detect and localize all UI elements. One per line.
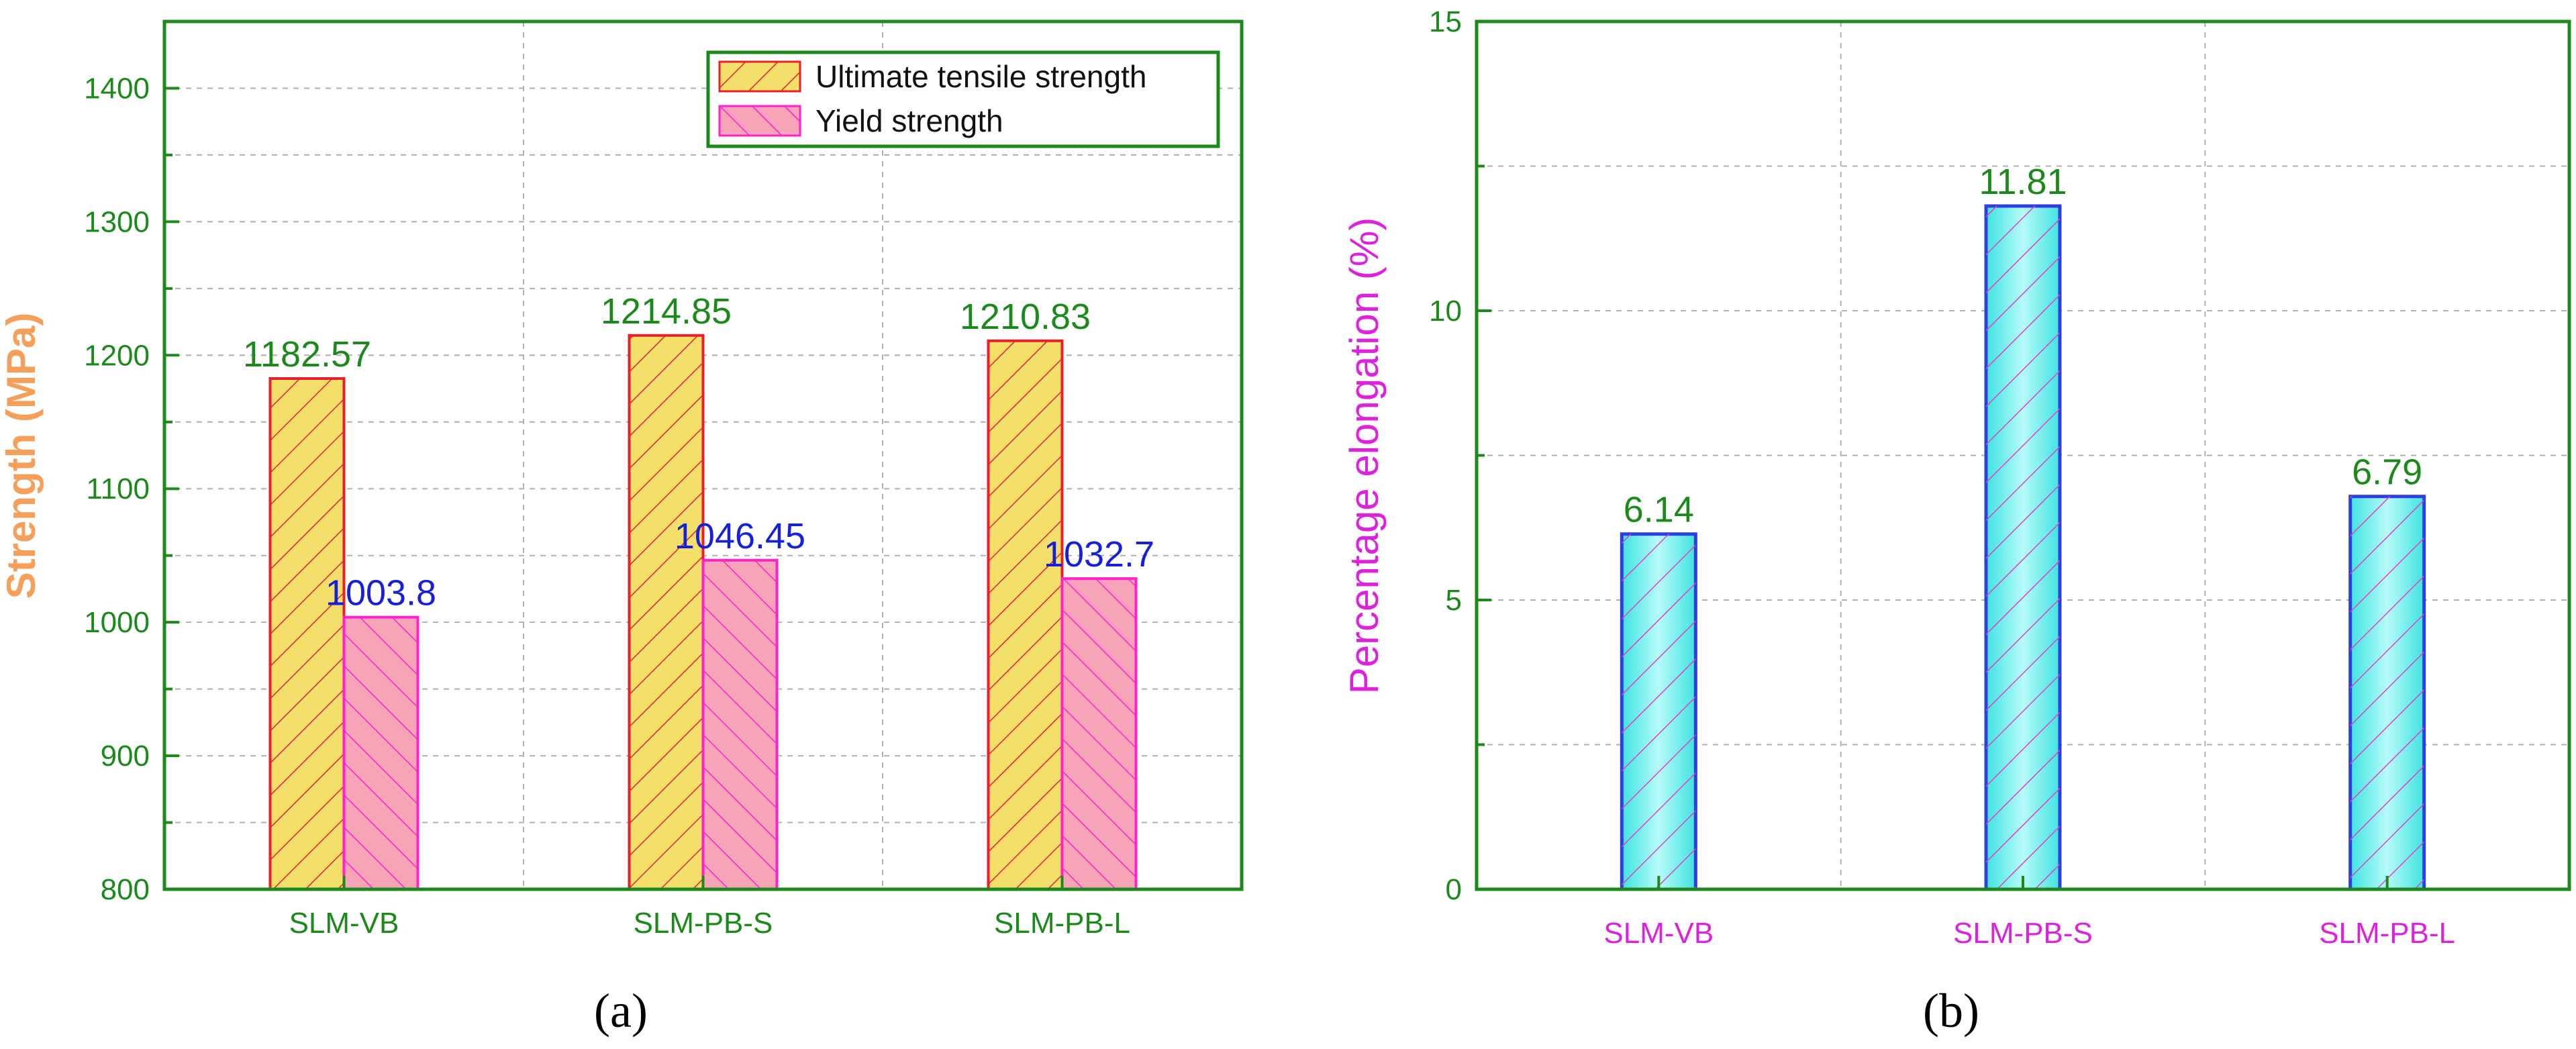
value-label-elongation: 6.14 [1624,490,1694,530]
value-label-uts: 1210.83 [960,297,1091,337]
panel-b-label: (b) [1923,984,1979,1038]
panel-a-legend: Ultimate tensile strength Yield strength [706,50,1220,148]
panel-b-bars [1620,204,2426,891]
x-tick-label: SLM-PB-L [994,907,1130,940]
panel-a: 800 900 1000 1100 1200 1300 1400 SLM-VB SLM-PB-… [0,19,1244,1038]
panel-a-label: (a) [594,984,648,1038]
bar-uts-hatch [988,340,1062,890]
bar-elongation-hatch [1986,205,2060,889]
panel-a-y-axis-title: Strength (MPa) [0,313,44,599]
y-tick-label: 0 [1446,873,1462,906]
y-tick-label: 900 [101,740,150,772]
value-label-ys: 1003.8 [326,573,436,613]
bar-elongation-hatch [1622,534,1696,889]
y-tick-label: 1100 [86,472,150,505]
legend-swatch-ys-hatch [720,106,800,136]
bar-uts-hatch [629,335,703,890]
panel-b-x-ticks: SLM-VB SLM-PB-S SLM-PB-L [1603,876,2455,950]
value-label-elongation: 11.81 [1979,162,2067,202]
panel-a-x-ticks: SLM-VB SLM-PB-S SLM-PB-L [289,876,1130,940]
panel-b-value-labels: 6.14 11.81 6.79 [1624,162,2422,530]
value-label-uts: 1214.85 [601,291,732,332]
panel-b-gridlines [1477,21,2569,889]
y-tick-label: 1300 [84,205,150,238]
y-tick-label: 1200 [84,339,150,372]
panel-a-bars [268,334,1138,891]
panel-a-value-labels: 1182.57 1003.8 1214.85 1046.45 1210.83 1032.7 [243,291,1154,613]
bar-ys-hatch [703,560,777,889]
panel-b-y-axis-title: Percentage elongation (%) [1342,217,1387,694]
bar-uts-hatch [270,378,344,889]
bar-ys-hatch [344,617,418,889]
bar-elongation-hatch [2350,496,2424,889]
bar-ys-hatch [1062,579,1136,889]
x-tick-label: SLM-PB-S [634,907,773,940]
y-tick-label: 15 [1429,5,1462,38]
legend-swatch-uts-hatch [720,62,800,91]
value-label-uts: 1182.57 [243,334,371,374]
legend-label-ys: Yield strength [815,103,1003,138]
x-tick-label: SLM-PB-L [2319,917,2455,950]
y-tick-label: 1000 [84,606,150,639]
value-label-ys: 1046.45 [675,516,805,556]
y-tick-label: 1400 [84,72,150,105]
y-tick-label: 10 [1429,295,1462,328]
panel-b-y-ticks: 0 5 10 15 [1429,5,1491,906]
panel-a-y-ticks: 800 900 1000 1100 1200 1300 1400 [84,72,179,906]
legend-label-uts: Ultimate tensile strength [815,59,1146,94]
x-tick-label: SLM-PB-S [1953,917,2093,950]
value-label-elongation: 6.79 [2352,452,2422,493]
x-tick-label: SLM-VB [289,907,399,940]
y-tick-label: 5 [1446,584,1462,617]
x-tick-label: SLM-VB [1603,917,1714,950]
y-tick-label: 800 [101,873,150,906]
value-label-ys: 1032.7 [1044,534,1154,575]
